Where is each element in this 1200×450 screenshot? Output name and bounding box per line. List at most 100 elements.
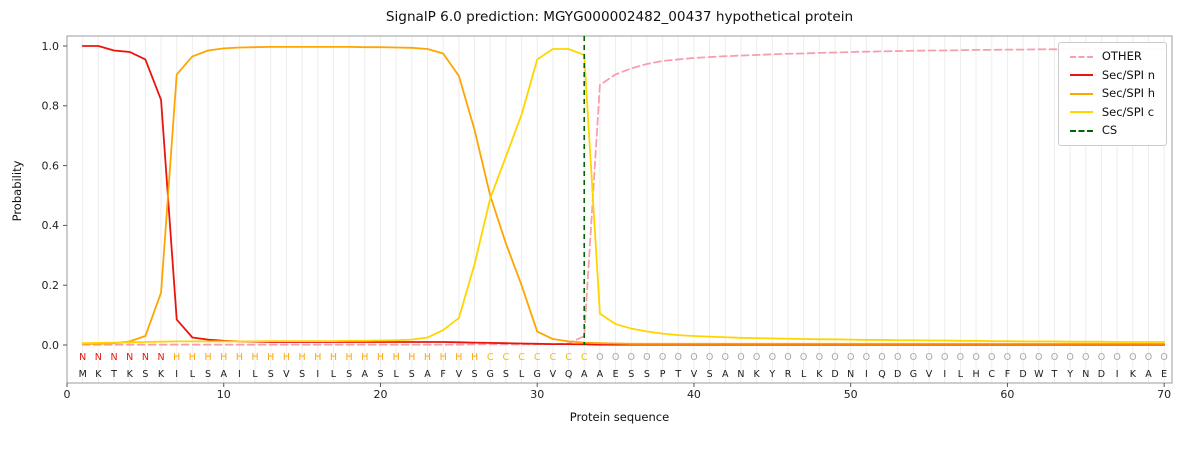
x-tick-label: 60: [1000, 388, 1014, 401]
sequence-letter: S: [472, 369, 478, 380]
region-label: O: [1019, 352, 1026, 363]
y-tick-label: 0.6: [42, 159, 60, 172]
sequence-letter: D: [1098, 369, 1105, 380]
legend-line-sample-icon: [1069, 129, 1093, 132]
region-label: O: [675, 352, 682, 363]
region-label: O: [831, 352, 838, 363]
sequence-letter: F: [1005, 369, 1010, 380]
sequence-letter: S: [377, 369, 383, 380]
sequence-letter: S: [644, 369, 650, 380]
sequence-letter: G: [487, 369, 494, 380]
sequence-letter: I: [238, 369, 241, 380]
legend-item-sec-spi-h: Sec/SPI h: [1069, 87, 1155, 100]
sequence-letter: L: [801, 369, 807, 380]
sequence-letter: P: [660, 369, 666, 380]
region-label: O: [988, 352, 995, 363]
legend-line-sample-icon: [1069, 111, 1093, 114]
region-label: H: [471, 352, 478, 363]
region-label: H: [393, 352, 400, 363]
y-tick-label: 0.0: [42, 339, 60, 352]
sequence-letter: A: [597, 369, 604, 380]
sequence-letter: L: [394, 369, 400, 380]
sequence-letter: V: [456, 369, 463, 380]
region-label: H: [424, 352, 431, 363]
region-label: O: [628, 352, 635, 363]
sequence-letter: A: [722, 369, 729, 380]
region-label: H: [236, 352, 243, 363]
region-label: C: [581, 352, 588, 363]
legend-item-sec-spi-n: Sec/SPI n: [1069, 69, 1155, 82]
region-label: H: [299, 352, 306, 363]
x-tick-label: 10: [217, 388, 231, 401]
region-label: O: [910, 352, 917, 363]
sequence-letter: E: [1161, 369, 1167, 380]
sequence-letter: K: [95, 369, 102, 380]
region-label: H: [189, 352, 196, 363]
region-label: O: [1051, 352, 1058, 363]
sequence-letter: I: [943, 369, 946, 380]
sequence-letter: K: [158, 369, 165, 380]
region-label: O: [1066, 352, 1073, 363]
sequence-letter: L: [331, 369, 337, 380]
region-label: O: [737, 352, 744, 363]
sequence-letter: A: [362, 369, 369, 380]
sequence-letter: T: [110, 369, 117, 380]
region-label: O: [596, 352, 603, 363]
x-tick-label: 40: [687, 388, 701, 401]
y-tick-label: 1.0: [42, 40, 60, 53]
sequence-letter: Q: [878, 369, 885, 380]
legend-item-cs: CS: [1069, 124, 1155, 137]
region-label: O: [1160, 352, 1167, 363]
legend-item-other: OTHER: [1069, 50, 1155, 63]
region-label: C: [487, 352, 494, 363]
sequence-letter: K: [816, 369, 823, 380]
sequence-letter: S: [346, 369, 352, 380]
x-tick-label: 70: [1157, 388, 1171, 401]
sequence-letter: T: [674, 369, 681, 380]
region-label: O: [643, 352, 650, 363]
chart-title: SignalP 6.0 prediction: MGYG000002482_00…: [385, 9, 854, 25]
sequence-letter: E: [613, 369, 619, 380]
region-label: H: [361, 352, 368, 363]
sequence-letter: G: [534, 369, 541, 380]
plot-frame: [66, 35, 1173, 384]
sequence-letter: F: [440, 369, 445, 380]
x-tick-label: 50: [844, 388, 858, 401]
region-label: H: [252, 352, 259, 363]
x-tick-label: 0: [64, 388, 71, 401]
sequence-letter: V: [691, 369, 698, 380]
sequence-letter: I: [1116, 369, 1119, 380]
sequence-letter: L: [958, 369, 964, 380]
region-label: H: [440, 352, 447, 363]
sequence-letter: S: [142, 369, 148, 380]
region-label: H: [204, 352, 211, 363]
sequence-letter: Y: [768, 369, 775, 380]
region-label: C: [565, 352, 572, 363]
region-label: O: [941, 352, 948, 363]
region-label: O: [753, 352, 760, 363]
region-label: O: [925, 352, 932, 363]
region-label: O: [659, 352, 666, 363]
region-label: N: [157, 352, 164, 363]
sequence-letter: H: [972, 369, 979, 380]
region-label: O: [972, 352, 979, 363]
region-label: C: [550, 352, 557, 363]
sequence-letter: Y: [1066, 369, 1073, 380]
y-axis-label: Probability: [10, 160, 24, 222]
legend-line-sample-icon: [1069, 92, 1093, 95]
region-label: O: [816, 352, 823, 363]
legend-line-sample-icon: [1069, 74, 1093, 77]
sequence-letter: C: [988, 369, 995, 380]
region-label: O: [863, 352, 870, 363]
region-label: O: [957, 352, 964, 363]
sequence-letter: A: [424, 369, 431, 380]
sequence-letter: R: [785, 369, 792, 380]
y-tick-label: 0.2: [42, 279, 60, 292]
sequence-letter: N: [847, 369, 854, 380]
sequence-letter: S: [409, 369, 415, 380]
region-label: H: [173, 352, 180, 363]
region-label: O: [1004, 352, 1011, 363]
sequence-letter: K: [754, 369, 761, 380]
sequence-letter: S: [628, 369, 634, 380]
